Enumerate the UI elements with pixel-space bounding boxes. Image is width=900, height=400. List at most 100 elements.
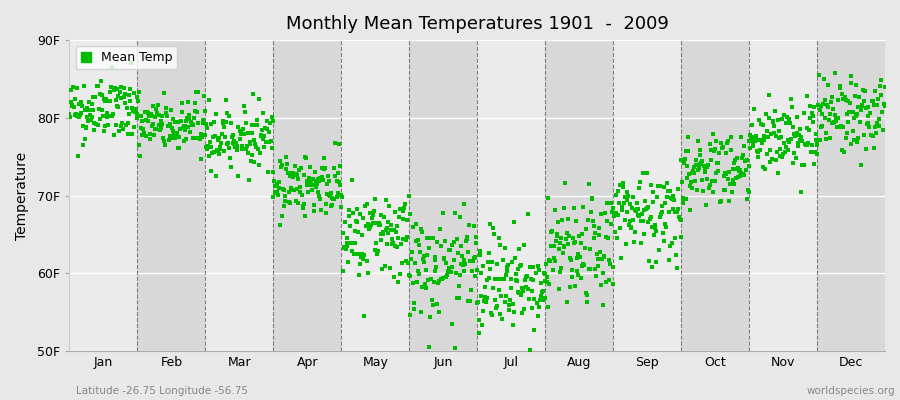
Point [99,110,113,116]
Point [665,240,680,246]
Point [722,198,736,204]
Point [220,141,234,147]
Point [569,218,583,224]
Point [720,138,734,144]
Point [407,300,421,306]
Point [654,209,669,215]
Point [574,275,589,281]
Point [281,170,295,176]
Point [102,113,116,119]
Point [508,277,523,284]
Point [566,235,580,241]
Point [777,112,791,119]
Point [67,104,81,110]
Point [554,235,569,241]
Point [131,98,146,104]
Point [166,128,180,134]
Point [489,305,503,311]
Bar [341,40,410,351]
Point [778,120,793,126]
Point [224,134,238,140]
Point [374,236,388,243]
Point [536,270,551,276]
Point [204,121,219,127]
Point [738,158,752,164]
Point [558,180,572,186]
Point [746,138,760,145]
Point [716,186,731,193]
Point [488,275,502,282]
Point [292,166,306,173]
Point [381,219,395,225]
Point [172,144,186,151]
Point [584,209,598,215]
Point [247,159,261,166]
Point [592,225,607,231]
Point [207,119,221,126]
Point [549,231,563,237]
Point [728,174,742,181]
Point [112,128,126,134]
Point [222,112,237,119]
Point [149,110,164,116]
Point [302,174,316,181]
Point [861,104,876,110]
Point [721,176,735,182]
Point [128,109,142,116]
Point [263,119,277,126]
Point [860,112,875,119]
Point [483,220,498,227]
Point [695,158,709,164]
Point [581,266,596,272]
Point [270,189,284,196]
Point [745,143,760,150]
Point [649,259,663,266]
Point [182,112,196,118]
Point [808,149,823,155]
Point [819,136,833,142]
Point [290,186,304,192]
Point [235,145,249,152]
Point [470,267,484,273]
Point [723,181,737,187]
Point [532,304,546,311]
Point [624,224,638,230]
Point [807,104,822,110]
Point [673,234,688,240]
Point [215,120,230,126]
Point [470,300,484,306]
Point [393,271,408,277]
Point [537,295,552,302]
Point [597,253,611,259]
Point [339,243,354,249]
Point [327,196,341,202]
Point [480,295,494,301]
Point [274,161,289,168]
Point [737,142,751,149]
Point [704,146,718,153]
Point [605,209,619,215]
Point [166,131,181,138]
Point [624,225,638,231]
Point [154,124,168,131]
Point [91,122,105,128]
Point [443,246,457,253]
Point [390,244,404,250]
Point [245,122,259,128]
Point [808,130,823,137]
Point [217,148,231,154]
Point [862,124,877,130]
Point [796,162,811,168]
Point [302,181,317,188]
Point [864,98,878,104]
Point [626,194,640,200]
Point [752,149,766,155]
Point [396,216,410,222]
Point [765,119,779,125]
Point [396,208,410,215]
Point [824,135,838,142]
Point [309,178,323,184]
Point [194,134,209,141]
Point [609,234,624,241]
Point [301,189,315,196]
